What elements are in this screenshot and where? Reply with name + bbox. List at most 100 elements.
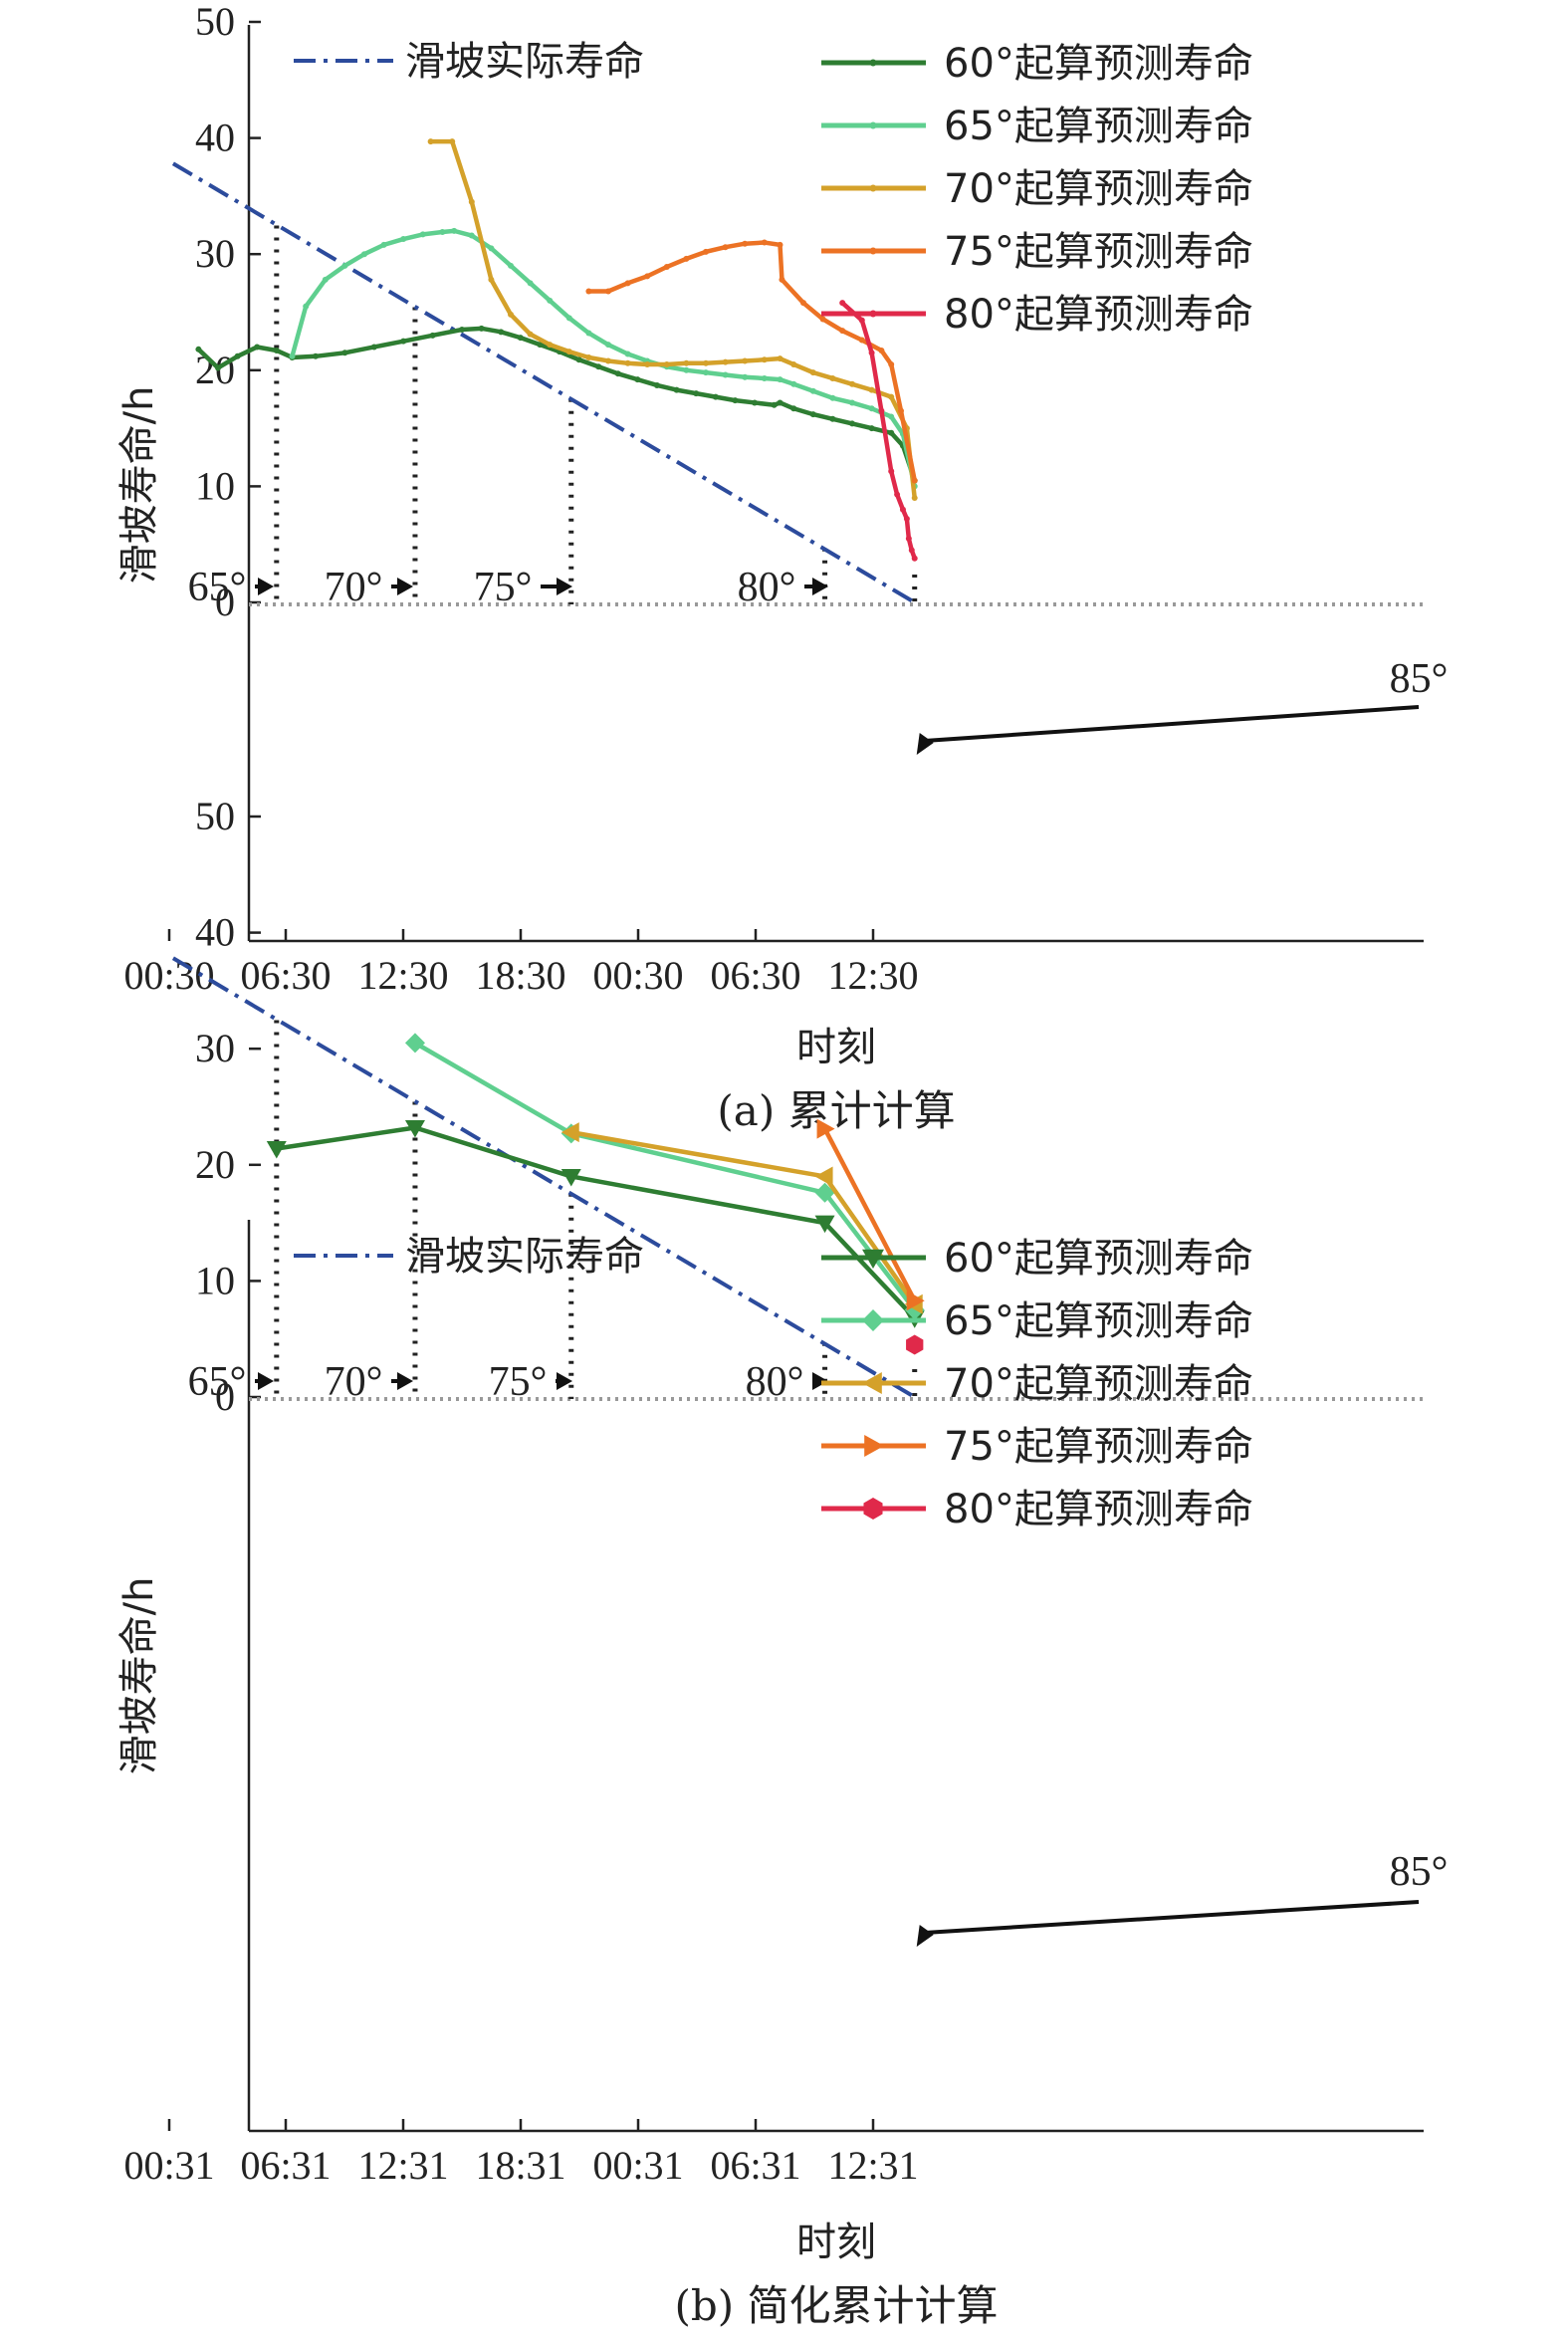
- panel-b-legend-label-actual: 滑坡实际寿命: [405, 1234, 644, 1280]
- panel-b-point-s60: [266, 1140, 287, 1159]
- panel-a-point-s70: [547, 342, 554, 349]
- panel-a-point-s70: [605, 357, 611, 364]
- panel-a-x-tick-label: 06:30: [710, 953, 800, 998]
- panel-a-point-s60: [868, 425, 875, 432]
- panel-a-series-s65: [289, 227, 918, 490]
- panel-a-legend: 滑坡实际寿命 60°起算预测寿命 65°起算预测寿命 70°起算预测寿命 75°起算预测…: [294, 39, 1253, 338]
- panel-a-legend-marker-s75: [869, 247, 877, 255]
- panel-a-legend-label-s75: 75°起算预测寿命: [944, 229, 1253, 275]
- panel-a-point-s75: [585, 288, 592, 295]
- panel-a-point-s65: [565, 315, 572, 322]
- panel-b-point-s75: [906, 1290, 925, 1311]
- panel-a-point-s60: [654, 381, 660, 388]
- panel-a-point-s70: [722, 358, 729, 365]
- panel-a-plot-area: [171, 138, 918, 604]
- panel-a-arrow-head: [258, 578, 274, 595]
- panel-a-point-s70: [663, 360, 670, 367]
- panel-b-angle-label: 65°: [188, 1359, 247, 1405]
- panel-a-point-s60: [195, 346, 202, 352]
- panel-b-legend-marker-s70: [862, 1372, 882, 1394]
- panel-a-point-s60: [595, 363, 602, 370]
- panel-a-point-s60: [498, 329, 505, 336]
- panel-a-point-s70: [624, 359, 631, 366]
- panel-a-point-s65: [488, 245, 495, 252]
- panel-a-point-s65: [508, 262, 514, 269]
- panel-b-series-actual: [171, 956, 916, 1399]
- panel-a-legend-marker-s60: [869, 59, 877, 67]
- panel-a-point-s60: [777, 399, 784, 406]
- panel-a-point-s80: [908, 547, 915, 554]
- panel-a-line-actual: [171, 161, 916, 604]
- panel-a-y-tick-label: 50: [195, 0, 235, 44]
- panel-a-angle-label: 75°: [474, 565, 533, 610]
- panel-a-point-s70: [683, 359, 690, 366]
- panel-a-point-s75: [839, 328, 846, 335]
- panel-b-x-tick-label: 00:31: [123, 2143, 214, 2188]
- panel-a-series-s70: [427, 138, 918, 502]
- panel-a-legend-label-s65: 65°起算预测寿命: [944, 104, 1253, 149]
- panel-b-arrow-head: [258, 1372, 274, 1390]
- panel-a-point-s65: [451, 227, 458, 234]
- panel-a-point-s60: [254, 344, 261, 351]
- panel-a-arrow-head: [812, 578, 828, 595]
- panel-b-point-s70: [814, 1166, 833, 1187]
- panel-a-point-s60: [370, 344, 377, 351]
- panel-a-legend-marker-s70: [869, 184, 877, 192]
- panel-a-series-s75: [585, 239, 918, 484]
- panel-b-y-ticks: 0 10 20 30 40 50: [195, 794, 261, 1419]
- panel-a-point-s60: [771, 401, 778, 408]
- panel-a-x-ticks: 00:30 06:30 12:30 18:30 00:30 06:30 12:30: [123, 929, 919, 998]
- panel-a-point-s70: [761, 356, 768, 363]
- panel-a-point-s65: [809, 387, 816, 394]
- panel-a-point-s60: [849, 420, 855, 427]
- panel-a-point-s75: [761, 239, 768, 246]
- panel-b-point-s75: [816, 1118, 835, 1139]
- panel-a-point-s65: [547, 297, 554, 304]
- panel-b-series-s80: [906, 1334, 924, 1355]
- panel-a-point-s70: [790, 360, 797, 367]
- panel-b-y-tick-label: 0: [215, 1374, 235, 1419]
- panel-a-point-s80: [905, 535, 912, 542]
- panel-b-angle-label: 70°: [325, 1359, 383, 1405]
- panel-b-legend-marker-s75: [864, 1435, 884, 1457]
- panel-a-point-s60: [732, 397, 739, 404]
- panel-a-point-s60: [400, 338, 407, 345]
- panel-b-y-tick-label: 30: [195, 1026, 235, 1070]
- panel-a-point-s75: [819, 316, 826, 323]
- panel-a-point-s65: [849, 399, 855, 406]
- panel-a-point-s65: [527, 280, 534, 287]
- panel-a-point-s70: [911, 495, 918, 502]
- panel-a-caption: (a) 累计计算: [717, 1086, 955, 1135]
- panel-a-point-s75: [644, 273, 651, 280]
- panel-a-point-s65: [829, 394, 836, 401]
- panel-b-series-s75: [816, 1118, 925, 1311]
- panel-a-point-s60: [575, 356, 582, 363]
- panel-b-x-ticks: 00:31 06:31 12:31 18:31 00:31 06:31 12:31: [123, 2119, 919, 2188]
- panel-a-series-s80: [839, 300, 918, 562]
- panel-a-point-s75: [888, 360, 895, 367]
- panel-a-point-s60: [517, 335, 524, 342]
- panel-a-point-s70: [742, 357, 749, 364]
- panel-a-arrow-head-85: [916, 733, 934, 755]
- panel-b-line-s60: [276, 1125, 917, 1320]
- panel-a-point-s65: [761, 374, 768, 381]
- panel-a-point-s65: [605, 342, 611, 349]
- panel-a-line-s70: [430, 138, 917, 499]
- panel-a-point-s60: [429, 332, 436, 339]
- panel-a-x-tick-label: 12:30: [357, 953, 448, 998]
- panel-a-point-s60: [888, 429, 895, 436]
- panel-a-point-s65: [742, 373, 749, 380]
- panel-a-y-tick-label: 0: [215, 580, 235, 624]
- panel-b-legend-marker-s80: [863, 1498, 883, 1520]
- panel-b-legend-marker-s60: [862, 1249, 884, 1269]
- panel-b-legend-label-s80: 80°起算预测寿命: [944, 1487, 1253, 1532]
- panel-a-point-s60: [273, 347, 280, 353]
- panel-a-point-s65: [683, 366, 690, 373]
- panel-a-point-s70: [777, 355, 784, 362]
- panel-a-y-tick-label: 40: [195, 116, 235, 160]
- panel-a-point-s60: [790, 405, 797, 412]
- panel-a-point-s60: [673, 386, 680, 393]
- panel-a-point-s75: [605, 288, 611, 295]
- panel-a-point-s65: [585, 330, 592, 337]
